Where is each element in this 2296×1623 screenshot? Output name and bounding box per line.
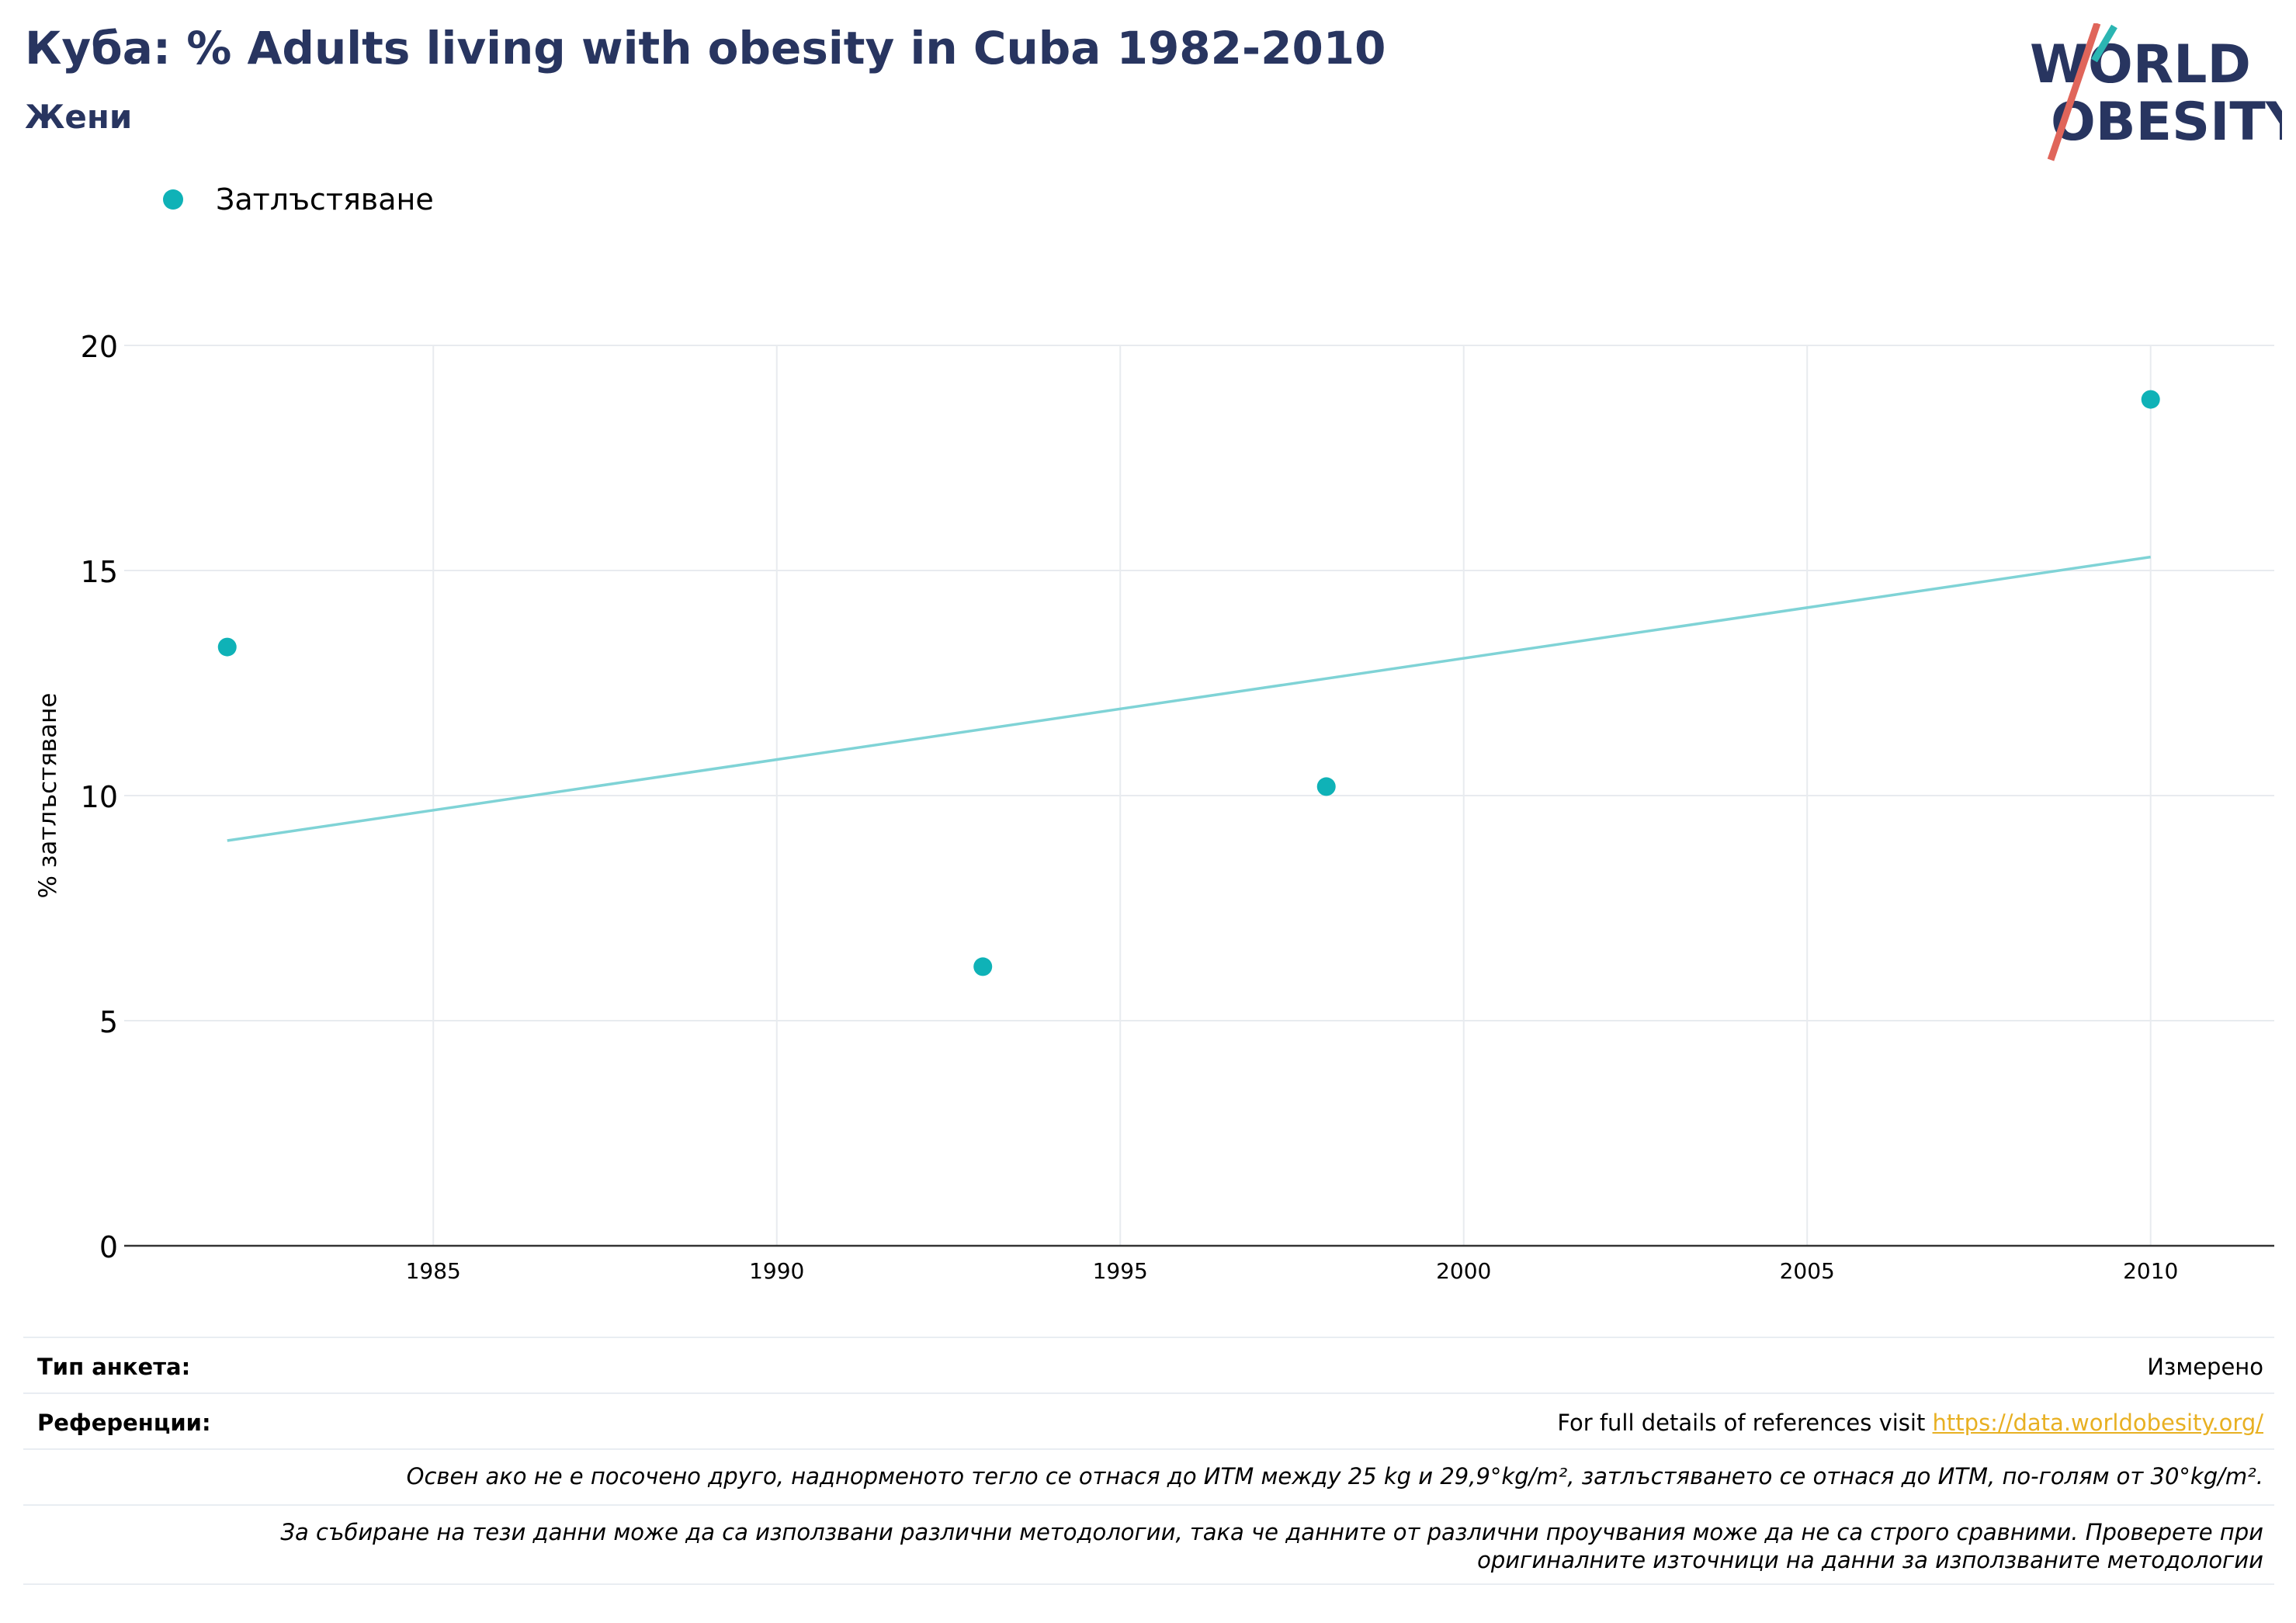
- logo-accent-icon: [2091, 24, 2117, 63]
- x-tick-label: 2005: [1780, 1258, 1835, 1284]
- definition-note-row: Освен ако не е посочено друго, наднормен…: [23, 1448, 2274, 1504]
- x-tick-label: 2000: [1436, 1258, 1491, 1284]
- x-tick-label: 2010: [2123, 1258, 2178, 1284]
- x-tick-label: 1985: [406, 1258, 461, 1284]
- trend-line: [227, 555, 2151, 842]
- survey-type-value: Измерено: [2147, 1354, 2263, 1380]
- scatter-chart: 0 5 10 15 20 1985 1990 1995 2000 2005 2010 % затлъс…: [34, 330, 2274, 1284]
- logo-line2: OBESITY: [2051, 92, 2282, 153]
- world-obesity-logo: WORLD OBESITY: [2030, 23, 2282, 161]
- logo-slash-icon: [2047, 23, 2101, 161]
- y-tick-label: 10: [81, 780, 118, 814]
- data-point: [1316, 777, 1336, 796]
- y-tick-label: 20: [81, 330, 118, 364]
- y-tick-label: 5: [99, 1005, 118, 1039]
- y-tick-label: 0: [99, 1230, 118, 1264]
- legend-marker-icon: [163, 189, 183, 210]
- page-subtitle: Жени: [25, 98, 133, 136]
- chart-footer: Тип анкета: Измерено Референции: For ful…: [23, 1337, 2274, 1585]
- data-point: [217, 637, 237, 657]
- y-axis-label: % затлъстяване: [34, 693, 62, 899]
- data-point: [2141, 390, 2160, 409]
- logo-line1: WORLD: [2030, 34, 2251, 95]
- references-value: For full details of references visit htt…: [1557, 1410, 2263, 1436]
- survey-type-label: Тип анкета:: [37, 1354, 191, 1380]
- survey-type-row: Тип анкета: Измерено: [23, 1337, 2274, 1392]
- legend-label: Затлъстяване: [216, 182, 434, 217]
- references-link[interactable]: https://data.worldobesity.org/: [1932, 1410, 2263, 1436]
- x-tick-label: 1990: [749, 1258, 804, 1284]
- methodology-note-line1: За събиране на тези данни може да са изп…: [280, 1519, 2263, 1545]
- chart-legend: Затлъстяване: [163, 180, 434, 219]
- methodology-note-line2: оригиналните източници на данни за изпол…: [1477, 1547, 2263, 1573]
- references-text: For full details of references visit: [1557, 1410, 1933, 1436]
- references-row: Референции: For full details of referenc…: [23, 1392, 2274, 1448]
- data-point: [973, 957, 993, 976]
- definition-note: Освен ако не е посочено друго, наднормен…: [406, 1463, 2263, 1489]
- y-tick-label: 15: [81, 555, 118, 589]
- x-tick-label: 1995: [1093, 1258, 1148, 1284]
- methodology-note-row: За събиране на тези данни може да са изп…: [23, 1504, 2274, 1585]
- references-label: Референции:: [37, 1410, 211, 1436]
- page-title: Куба: % Adults living with obesity in Cu…: [25, 22, 1386, 75]
